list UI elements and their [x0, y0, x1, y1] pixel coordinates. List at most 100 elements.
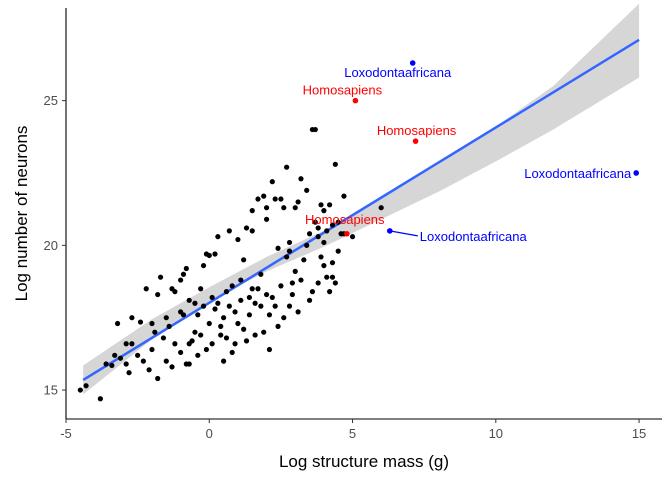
data-point	[306, 297, 313, 303]
axes-layer: -5 0 5 10 15 15 20 25	[44, 8, 662, 441]
data-point	[232, 309, 238, 315]
point-label: Homosapiens	[305, 212, 385, 227]
data-point	[149, 320, 155, 327]
fit-line-layer	[82, 38, 640, 381]
y-tick-label: 20	[44, 238, 58, 253]
data-point	[249, 286, 255, 292]
data-point	[241, 257, 247, 263]
data-point	[292, 205, 298, 211]
data-point	[186, 297, 192, 303]
data-point	[281, 315, 287, 321]
data-point	[258, 271, 264, 277]
data-point	[235, 320, 241, 327]
data-point	[114, 320, 121, 327]
data-point	[286, 248, 293, 254]
data-point	[292, 268, 298, 274]
point-label: Loxodontaafricana	[524, 166, 632, 181]
data-point	[183, 265, 189, 272]
data-point	[155, 291, 161, 298]
data-point	[298, 176, 304, 182]
data-point	[289, 291, 295, 298]
data-point	[163, 358, 169, 364]
data-point	[275, 323, 281, 329]
data-point	[286, 303, 293, 309]
data-point	[324, 274, 330, 280]
data-point	[238, 297, 244, 303]
y-tick-label: 15	[44, 383, 58, 398]
data-point	[206, 320, 212, 327]
data-point	[304, 242, 310, 248]
data-point	[329, 260, 336, 266]
data-point	[146, 367, 152, 373]
data-point	[284, 254, 290, 260]
data-point	[126, 370, 132, 376]
data-point	[301, 257, 307, 263]
data-point	[200, 303, 207, 309]
data-point	[261, 193, 267, 199]
data-point	[209, 341, 215, 347]
data-point	[298, 277, 304, 283]
data-point	[83, 383, 89, 389]
data-point	[218, 332, 224, 338]
highlighted-point	[386, 228, 393, 234]
point-label: Loxodontaafricana	[344, 65, 452, 80]
data-point	[321, 208, 327, 214]
data-point	[229, 349, 235, 356]
data-point	[241, 326, 247, 332]
data-point	[195, 352, 201, 358]
data-point	[269, 179, 275, 185]
data-point	[140, 358, 146, 364]
data-point	[200, 262, 207, 269]
data-point	[112, 352, 118, 358]
data-point	[272, 303, 278, 309]
data-point	[178, 349, 184, 356]
highlighted-point	[412, 138, 419, 144]
data-point	[220, 358, 227, 364]
data-point	[198, 332, 204, 338]
data-point	[232, 341, 238, 347]
data-point	[332, 280, 338, 286]
data-point	[137, 319, 144, 325]
data-point	[135, 352, 141, 358]
data-point	[109, 362, 115, 369]
data-point	[180, 271, 187, 277]
highlighted-point	[352, 97, 359, 104]
data-point	[178, 277, 184, 283]
data-point	[192, 300, 198, 306]
x-axis-title: Log structure mass (g)	[279, 452, 449, 471]
data-point	[157, 274, 164, 280]
y-tick-label: 25	[44, 93, 58, 108]
data-point	[266, 346, 273, 353]
data-point	[172, 341, 178, 347]
data-point	[229, 283, 235, 289]
x-tick-label: 15	[632, 426, 646, 441]
data-point	[77, 387, 83, 393]
x-tick-label: -5	[60, 426, 72, 441]
data-point	[261, 329, 267, 335]
data-point	[246, 294, 252, 301]
data-point	[263, 291, 270, 298]
confidence-ribbon	[83, 3, 640, 395]
data-point	[329, 274, 336, 280]
data-point	[178, 309, 184, 315]
data-point	[255, 196, 261, 202]
y-axis-title: Log number of neurons	[12, 126, 31, 302]
data-point	[329, 222, 336, 228]
data-point	[332, 161, 338, 167]
data-point	[318, 254, 324, 260]
data-point	[295, 199, 301, 205]
data-point	[129, 315, 135, 321]
data-points-layer	[77, 126, 384, 402]
point-label: Homosapiens	[377, 123, 457, 138]
data-point	[129, 341, 135, 347]
data-point	[209, 294, 215, 301]
data-point	[272, 196, 278, 202]
data-point	[203, 346, 210, 353]
data-point	[275, 245, 281, 251]
data-point	[281, 205, 287, 211]
data-point	[155, 375, 161, 382]
data-point	[238, 277, 244, 283]
data-point	[327, 202, 333, 208]
confidence-ribbon-layer	[83, 3, 640, 395]
